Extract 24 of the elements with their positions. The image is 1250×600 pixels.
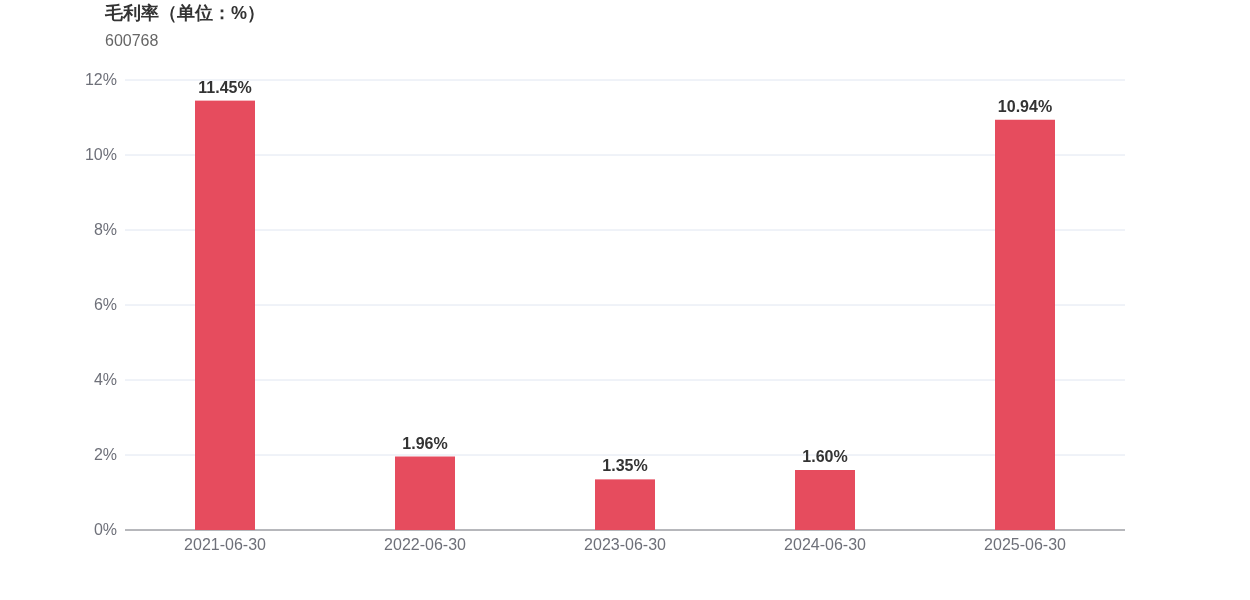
data-label: 10.94%	[997, 97, 1053, 115]
x-tick-label: 2024-06-30	[784, 536, 867, 553]
y-tick-label: 6%	[93, 296, 117, 313]
bar	[795, 470, 855, 530]
y-tick-label: 10%	[84, 146, 117, 163]
bar	[595, 479, 655, 530]
x-tick-label: 2021-06-30	[184, 536, 267, 553]
y-tick-label: 2%	[93, 446, 117, 463]
x-tick-label: 2022-06-30	[384, 536, 467, 553]
chart-title: 毛利率（单位：%）	[104, 3, 266, 23]
bar	[995, 119, 1055, 530]
x-tick-label: 2023-06-30	[584, 536, 667, 553]
bar	[195, 100, 255, 530]
y-tick-label: 12%	[84, 71, 117, 88]
y-tick-label: 4%	[93, 371, 117, 388]
data-label: 1.96%	[402, 434, 448, 452]
chart-subtitle: 600768	[105, 32, 159, 49]
x-tick-label: 2025-06-30	[984, 536, 1067, 553]
data-label: 1.35%	[602, 457, 648, 475]
bar	[395, 456, 455, 530]
y-tick-label: 8%	[93, 221, 117, 238]
y-tick-label: 0%	[93, 521, 117, 538]
data-label: 11.45%	[198, 78, 252, 96]
data-label: 1.60%	[802, 448, 848, 465]
